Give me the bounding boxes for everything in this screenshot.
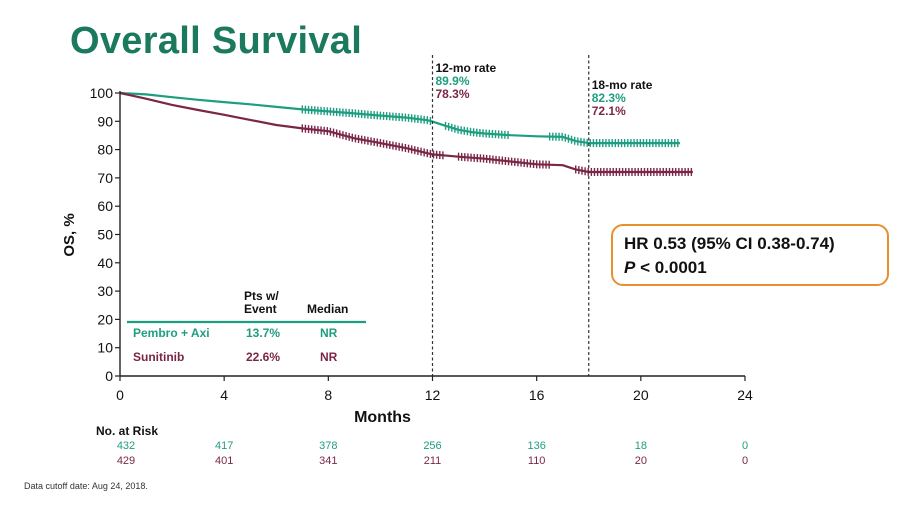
- at-risk-title: No. at Risk: [96, 424, 159, 438]
- at-risk-value: 432: [117, 440, 135, 452]
- at-risk-table: 432 417 378 256 136 18 0 429 401 341 211 110 20 0: [117, 440, 748, 467]
- x-tick-label: 20: [633, 387, 649, 403]
- at-risk-value: 110: [528, 455, 546, 467]
- y-tick-label: 100: [90, 85, 114, 101]
- axes: 0 10 20 30 40 50 60 70 80 90 100 0 4 8 12 16 20 24 Months O…: [61, 85, 753, 426]
- at-risk-value: 211: [424, 455, 442, 467]
- at-risk-value: 18: [635, 440, 647, 452]
- hazard-ratio-box: HR 0.53 (95% CI 0.38-0.74) P < 0.0001: [611, 224, 889, 286]
- survival-curves: [119, 91, 693, 174]
- at-risk-value: 136: [527, 440, 545, 452]
- at-risk-value: 20: [635, 455, 647, 467]
- x-tick-label: 8: [324, 387, 332, 403]
- legend-header-events: Event: [244, 302, 277, 316]
- annotation-value: 82.3%: [592, 91, 626, 105]
- annotation-value: 78.3%: [436, 87, 470, 101]
- legend-header-median: Median: [307, 302, 348, 316]
- curve-pembro-axi: [119, 91, 680, 145]
- at-risk-value: 401: [215, 455, 233, 467]
- p-value: < 0.0001: [635, 258, 707, 277]
- legend-background: [124, 287, 370, 365]
- annotation-value: 72.1%: [592, 104, 626, 118]
- x-tick-label: 0: [116, 387, 124, 403]
- censor-marks: [301, 105, 693, 176]
- data-cutoff-footnote: Data cutoff date: Aug 24, 2018.: [24, 481, 148, 491]
- legend-median: NR: [320, 350, 338, 364]
- p-value-text: P < 0.0001: [624, 256, 887, 280]
- y-tick-label: 20: [97, 311, 113, 327]
- hazard-ratio-text: HR 0.53 (95% CI 0.38-0.74): [624, 234, 835, 253]
- annotation-title: 12-mo rate: [436, 61, 497, 75]
- legend-series-name: Pembro + Axi: [133, 326, 210, 340]
- at-risk-value: 378: [319, 440, 337, 452]
- p-label: P: [624, 258, 636, 277]
- y-tick-label: 10: [97, 340, 113, 356]
- legend-table: Pts w/Event Median Pembro + Axi 13.7% NR Suni…: [124, 287, 370, 365]
- legend-median: NR: [320, 326, 338, 340]
- x-axis-title: Months: [354, 409, 411, 426]
- y-tick-label: 80: [97, 142, 113, 158]
- curve-sunitinib: [119, 91, 693, 174]
- y-tick-label: 70: [97, 170, 113, 186]
- x-tick-label: 24: [737, 387, 753, 403]
- at-risk-value: 429: [117, 455, 135, 467]
- legend-event-pct: 22.6%: [246, 350, 280, 364]
- legend-header-events: Pts w/: [244, 289, 279, 303]
- x-tick-label: 12: [425, 387, 441, 403]
- annotation-title: 18-mo rate: [592, 78, 653, 92]
- at-risk-value: 256: [423, 440, 441, 452]
- y-axis-title: OS, %: [61, 213, 78, 256]
- y-tick-label: 0: [105, 368, 113, 384]
- y-tick-label: 60: [97, 198, 113, 214]
- y-tick-label: 40: [97, 255, 113, 271]
- at-risk-value: 417: [215, 440, 233, 452]
- at-risk-value: 0: [742, 455, 748, 467]
- x-tick-label: 16: [529, 387, 545, 403]
- chart-title: Overall Survival: [70, 20, 363, 62]
- legend-event-pct: 13.7%: [246, 326, 280, 340]
- y-tick-label: 90: [97, 113, 113, 129]
- legend-series-name: Sunitinib: [133, 350, 184, 364]
- y-tick-label: 30: [97, 283, 113, 299]
- x-tick-label: 4: [220, 387, 228, 403]
- at-risk-value: 341: [319, 455, 337, 467]
- y-tick-label: 50: [97, 227, 113, 243]
- annotation-value: 89.9%: [436, 74, 470, 88]
- at-risk-value: 0: [742, 440, 748, 452]
